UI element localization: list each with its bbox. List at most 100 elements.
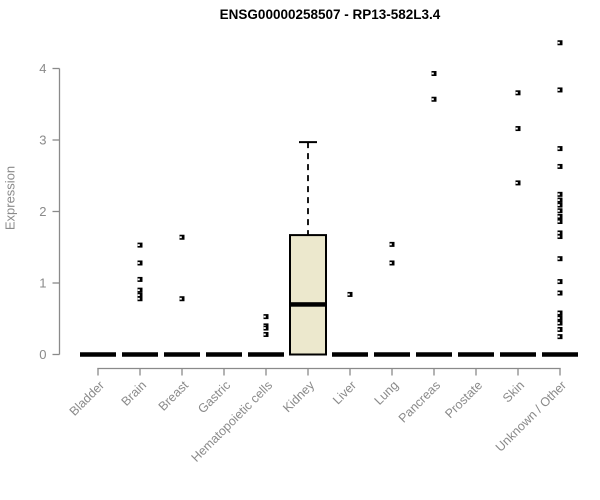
outlier-point-notch — [557, 292, 560, 294]
zero-box-bar-brain — [122, 352, 158, 357]
outlier-point — [137, 276, 143, 282]
outlier-point-notch — [557, 328, 560, 331]
outlier-point — [263, 331, 269, 337]
outlier-point — [179, 296, 185, 302]
outlier-point — [431, 96, 437, 102]
outlier-point — [263, 314, 269, 320]
x-category-label-lung: Lung — [372, 378, 402, 408]
outlier-point-notch — [557, 257, 560, 260]
outlier-point-notch — [515, 127, 518, 130]
zero-box-bar-hematopoietic-cells — [248, 352, 284, 357]
outlier-point-notch — [137, 297, 140, 300]
outlier-point — [557, 87, 563, 93]
y-tick-label: 1 — [39, 276, 46, 291]
outlier-point-notch — [263, 315, 266, 318]
zero-box-bar-breast — [164, 352, 200, 357]
outlier-point — [137, 260, 143, 266]
y-tick-label: 2 — [39, 204, 46, 219]
zero-box-bar-liver — [332, 352, 368, 357]
outlier-point — [515, 180, 521, 186]
outlier-point-notch — [137, 289, 140, 292]
x-category-label-hematopoietic-cells: Hematopoietic cells — [189, 378, 276, 465]
x-category-label-prostate: Prostate — [442, 378, 485, 421]
outlier-point-notch — [557, 235, 560, 238]
x-category-label-unknown-other: Unknown / Other — [493, 378, 569, 454]
outlier-point — [179, 234, 185, 240]
outlier-point-notch — [179, 236, 182, 239]
outlier-point — [557, 320, 563, 326]
outlier-point-notch — [137, 294, 140, 297]
zero-box-bar-bladder — [80, 352, 116, 357]
outlier-point — [557, 310, 563, 316]
y-tick-label: 3 — [39, 133, 46, 148]
outlier-point — [515, 90, 521, 96]
zero-box-bar-skin — [500, 352, 536, 357]
outlier-point-notch — [263, 327, 266, 329]
zero-box-bar-pancreas — [416, 352, 452, 357]
outlier-point — [557, 40, 563, 46]
outlier-point-notch — [557, 147, 560, 150]
outlier-point-notch — [137, 244, 140, 247]
outlier-point-notch — [557, 204, 560, 206]
zero-box-bar-unknown-other — [542, 352, 578, 357]
x-category-label-kidney: Kidney — [280, 378, 317, 415]
outlier-point — [347, 291, 353, 297]
outlier-point — [137, 242, 143, 248]
x-category-label-pancreas: Pancreas — [396, 378, 443, 425]
outlier-point-notch — [431, 72, 434, 75]
outlier-point — [557, 202, 563, 208]
box-kidney — [289, 234, 327, 356]
x-category-label-brain: Brain — [119, 378, 150, 409]
outlier-point-notch — [347, 293, 350, 296]
outlier-point-notch — [557, 41, 560, 44]
outlier-point-notch — [557, 165, 560, 168]
zero-box-bar-prostate — [458, 352, 494, 357]
zero-box-bar-lung — [374, 352, 410, 357]
outlier-point-notch — [557, 322, 560, 324]
x-category-label-liver: Liver — [330, 378, 359, 407]
outlier-point-notch — [557, 199, 560, 201]
outlier-point — [515, 126, 521, 132]
outlier-point-notch — [557, 220, 560, 223]
outlier-point — [137, 292, 143, 298]
outlier-point — [557, 208, 563, 214]
outlier-point — [137, 287, 143, 293]
outlier-point-notch — [557, 280, 560, 283]
outlier-point — [557, 256, 563, 262]
outlier-point-notch — [557, 232, 560, 234]
outlier-point-notch — [431, 98, 434, 101]
chart-title: ENSG00000258507 - RP13-582L3.4 — [219, 7, 441, 22]
outlier-point — [137, 296, 143, 302]
outlier-point — [557, 230, 563, 236]
zero-box-bar-gastric — [206, 352, 242, 357]
outlier-point — [557, 290, 563, 296]
x-category-label-bladder: Bladder — [67, 378, 107, 418]
outlier-point — [557, 279, 563, 285]
outlier-point-notch — [263, 333, 266, 336]
outlier-point-notch — [557, 317, 560, 319]
x-category-label-breast: Breast — [156, 378, 192, 414]
outlier-point-notch — [557, 215, 560, 218]
outlier-point — [389, 241, 395, 247]
outlier-point-notch — [389, 262, 392, 264]
x-category-label-skin: Skin — [500, 378, 527, 405]
outlier-point — [557, 197, 563, 203]
outlier-point-notch — [515, 182, 518, 184]
y-tick-label: 4 — [39, 61, 46, 76]
outlier-point — [557, 234, 563, 240]
outlier-point-notch — [137, 262, 140, 264]
outlier-point — [557, 163, 563, 169]
median-kidney — [290, 302, 326, 307]
outlier-point-notch — [557, 193, 560, 196]
outlier-point-notch — [557, 89, 560, 91]
outlier-point — [557, 191, 563, 197]
x-category-label-gastric: Gastric — [195, 378, 233, 416]
outlier-point — [557, 315, 563, 321]
y-tick-label: 0 — [39, 347, 46, 362]
outlier-point — [557, 219, 563, 225]
outlier-point-notch — [515, 91, 518, 94]
outlier-point-notch — [137, 278, 140, 281]
outlier-point — [389, 260, 395, 266]
outlier-point — [263, 325, 269, 331]
